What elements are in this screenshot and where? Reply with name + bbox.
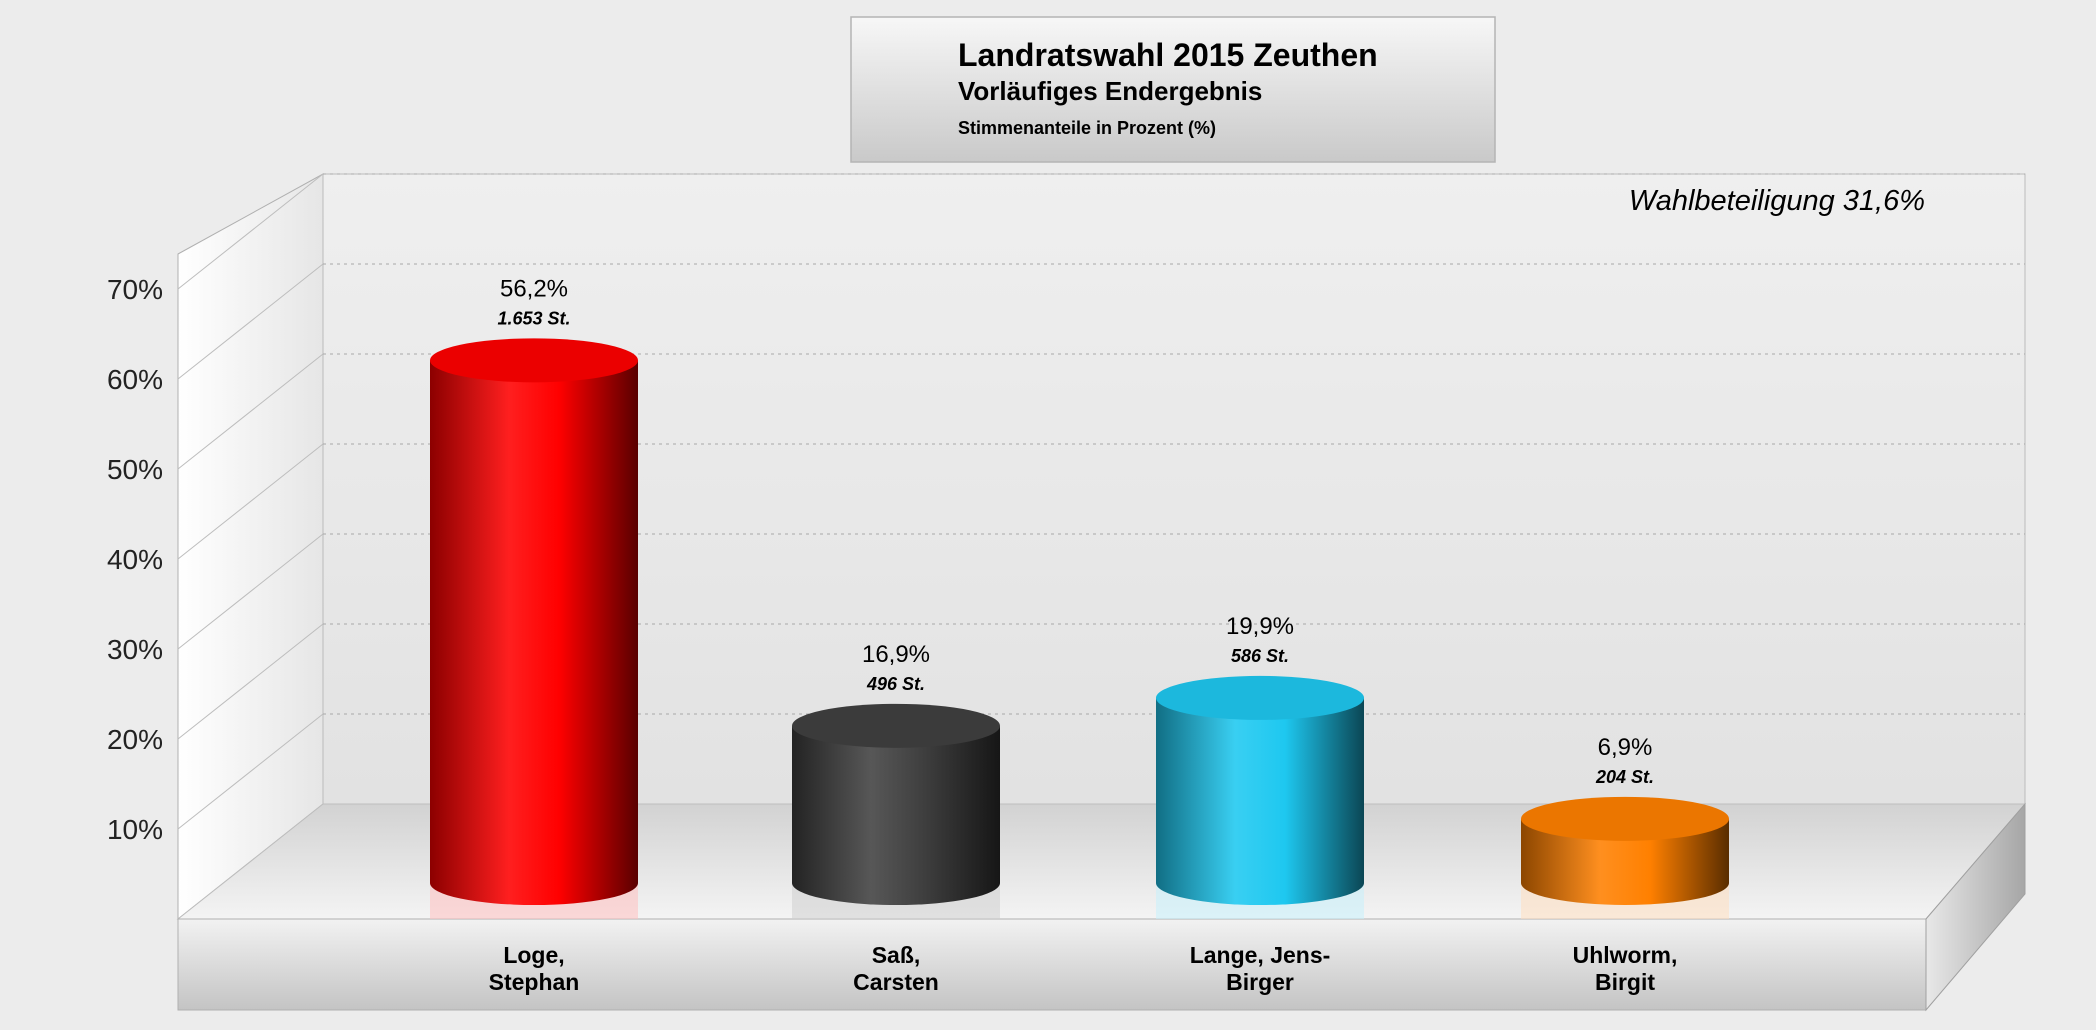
- bar-labels: 56,2% 1.653 St. 16,9% 496 St. 19,9% 586 St. 6,…: [497, 275, 1654, 786]
- value-label: 6,9%: [1598, 734, 1653, 761]
- bar-top: [1521, 796, 1729, 841]
- bar: [1156, 675, 1364, 919]
- y-tick-label: 40%: [107, 544, 163, 575]
- bar: [792, 703, 1000, 919]
- y-tick-label: 50%: [107, 454, 163, 485]
- bar-top: [1156, 675, 1364, 720]
- category-label-line1: Uhlworm,: [1573, 942, 1678, 968]
- category-label-line1: Loge,: [503, 942, 564, 968]
- bar-body: [1156, 697, 1364, 905]
- category-label-line1: Lange, Jens-: [1190, 942, 1331, 968]
- bar-body: [430, 360, 638, 906]
- category-label-line1: Saß,: [872, 942, 921, 968]
- votes-label: 1.653 St.: [497, 308, 570, 328]
- votes-label: 586 St.: [1231, 646, 1289, 666]
- unit-note: Stimmenanteile in Prozent (%): [958, 118, 1216, 138]
- y-tick-label: 60%: [107, 364, 163, 395]
- bar-top: [792, 703, 1000, 748]
- value-label: 19,9%: [1226, 613, 1294, 640]
- votes-label: 496 St.: [866, 674, 925, 694]
- floor-front: [177, 918, 1927, 1011]
- bar-top: [430, 338, 638, 383]
- gridline-diagonal: [177, 443, 324, 560]
- bar-body: [1521, 818, 1729, 905]
- votes-label: 204 St.: [1595, 767, 1654, 787]
- bar: [430, 338, 638, 919]
- gridlines: [177, 173, 2025, 830]
- y-tick-label: 10%: [107, 814, 163, 845]
- category-label-line2: Carsten: [853, 969, 939, 995]
- y-tick-label: 30%: [107, 634, 163, 665]
- gridline-diagonal: [177, 173, 324, 290]
- gridline-diagonal: [177, 713, 324, 830]
- category-label-line2: Birger: [1226, 969, 1294, 995]
- gridline-diagonal: [177, 353, 324, 470]
- category-label-line2: Birgit: [1595, 969, 1655, 995]
- y-axis-ticks: 10% 20% 30% 40% 50% 60% 70%: [107, 274, 163, 845]
- value-label: 56,2%: [500, 275, 568, 302]
- gridline-diagonal: [177, 533, 324, 650]
- bar: [1521, 796, 1729, 919]
- floor-side: [1925, 802, 2026, 1012]
- category-label-line2: Stephan: [489, 969, 580, 995]
- y-tick-label: 20%: [107, 724, 163, 755]
- bars: [430, 338, 1729, 919]
- bar-body: [792, 725, 1000, 905]
- gridline-diagonal: [177, 263, 324, 380]
- left-wall: [177, 173, 324, 921]
- gridline-diagonal: [177, 623, 324, 740]
- x-axis-categories: Loge,Stephan Saß,Carsten Lange, Jens-Birge…: [489, 942, 1678, 995]
- chart-subtitle: Vorläufiges Endergebnis: [958, 76, 1262, 106]
- y-tick-label: 70%: [107, 274, 163, 305]
- turnout-annotation: Wahlbeteiligung 31,6%: [1629, 185, 1925, 217]
- value-label: 16,9%: [862, 641, 930, 668]
- title-box: Landratswahl 2015 Zeuthen Vorläufiges En…: [850, 16, 1496, 163]
- chart-title: Landratswahl 2015 Zeuthen: [958, 37, 1378, 73]
